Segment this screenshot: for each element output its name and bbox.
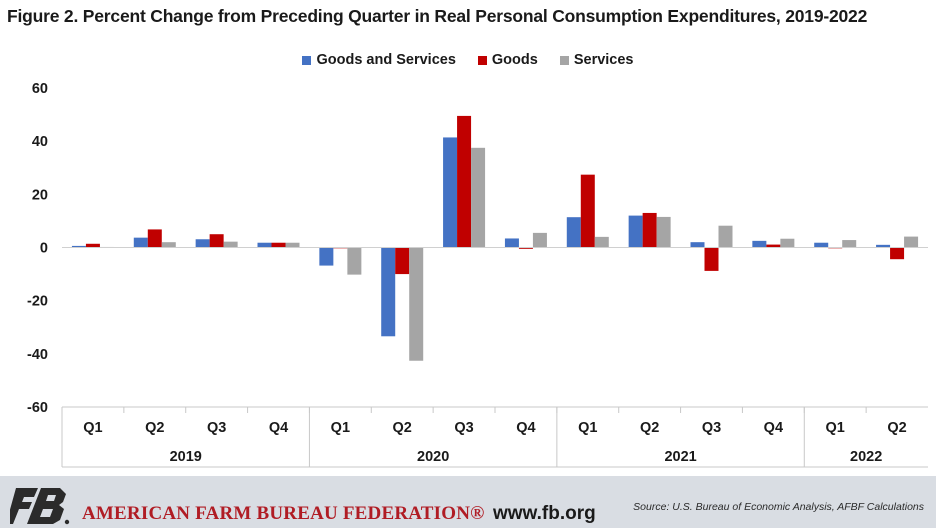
bar-goods-and-services [876, 244, 891, 248]
y-tick-label: -40 [27, 347, 48, 363]
footer: AMERICAN FARM BUREAU FEDERATION® www.fb.… [0, 476, 936, 528]
y-tick-label: 40 [32, 134, 48, 150]
bar-goods-and-services [443, 137, 458, 248]
bar-goods [85, 243, 100, 248]
source-note: Source: U.S. Bureau of Economic Analysis… [633, 501, 924, 513]
organization-name: AMERICAN FARM BUREAU FEDERATION® [82, 503, 485, 524]
x-group-label: 2020 [417, 449, 449, 465]
bar-services [347, 247, 362, 275]
x-tick-label: Q2 [145, 420, 164, 436]
legend-label: Services [573, 52, 634, 68]
legend-item-goods: Goods [477, 52, 538, 68]
website-link[interactable]: www.fb.org [493, 503, 596, 524]
bar-goods-and-services [504, 238, 519, 248]
legend-item-goods-and-services: Goods and Services [302, 52, 456, 68]
bar-services [842, 240, 857, 248]
legend-label: Goods [491, 52, 538, 68]
bar-services [780, 238, 795, 248]
x-tick-label: Q1 [578, 420, 597, 436]
bar-services [532, 232, 547, 248]
bar-goods-and-services [133, 237, 148, 248]
y-tick-label: -20 [27, 294, 48, 310]
x-tick-label: Q1 [826, 420, 845, 436]
fb-logo-icon [10, 488, 70, 525]
bar-goods [457, 115, 472, 248]
bar-goods [209, 234, 224, 248]
bar-goods-and-services [381, 247, 396, 337]
y-tick-label: 0 [40, 241, 48, 257]
x-tick-label: Q3 [207, 420, 226, 436]
legend-swatch [302, 55, 312, 65]
legend-item-services: Services [559, 52, 634, 68]
bar-services [718, 225, 733, 248]
x-tick-label: Q1 [83, 420, 102, 436]
bar-goods [642, 212, 657, 248]
bar-services [409, 247, 424, 361]
bar-goods [580, 174, 595, 248]
bar-goods [147, 229, 162, 248]
chart-legend: Goods and Services Goods Services [0, 52, 936, 68]
bar-services [471, 147, 486, 248]
bar-services [594, 236, 609, 248]
legend-swatch [477, 55, 487, 65]
x-tick-label: Q3 [702, 420, 721, 436]
bar-goods-and-services [319, 247, 334, 266]
bar-goods [766, 244, 781, 248]
x-tick-label: Q2 [393, 420, 412, 436]
x-group-label: 2019 [170, 449, 202, 465]
y-tick-label: 20 [32, 187, 48, 203]
bar-goods [890, 247, 905, 260]
bar-goods-and-services [71, 245, 86, 248]
chart-title: Figure 2. Percent Change from Preceding … [7, 6, 868, 26]
bar-goods-and-services [257, 242, 272, 248]
bar-goods-and-services [628, 215, 643, 248]
x-tick-label: Q4 [516, 420, 535, 436]
x-tick-label: Q4 [269, 420, 288, 436]
x-tick-label: Q2 [640, 420, 659, 436]
x-tick-label: Q3 [454, 420, 473, 436]
legend-swatch [559, 55, 569, 65]
bar-goods-and-services [814, 242, 829, 248]
bar-goods [271, 242, 286, 248]
x-group-label: 2021 [664, 449, 696, 465]
bar-goods [395, 247, 410, 275]
x-tick-label: Q4 [764, 420, 783, 436]
bar-goods-and-services [195, 239, 210, 248]
bar-services [904, 236, 919, 248]
bar-goods-and-services [752, 240, 767, 248]
bar-services [285, 242, 300, 248]
bar-services [161, 242, 176, 248]
legend-label: Goods and Services [316, 52, 456, 68]
bar-services [656, 216, 671, 248]
bar-goods-and-services [690, 242, 705, 248]
y-tick-label: 60 [32, 81, 48, 97]
bar-goods [518, 247, 533, 249]
bar-services [223, 241, 238, 248]
y-tick-label: -60 [27, 400, 48, 416]
x-tick-label: Q2 [887, 420, 906, 436]
bar-chart: 60 40 20 0 -20 -40 -60 Q1 Q2 Q3 Q4 Q1 Q2 Q3 Q4 Q1 Q2 Q3 Q4… [27, 81, 928, 468]
x-tick-label: Q1 [331, 420, 350, 436]
bar-goods [704, 247, 719, 271]
bar-goods-and-services [566, 217, 581, 248]
x-group-label: 2022 [850, 449, 882, 465]
